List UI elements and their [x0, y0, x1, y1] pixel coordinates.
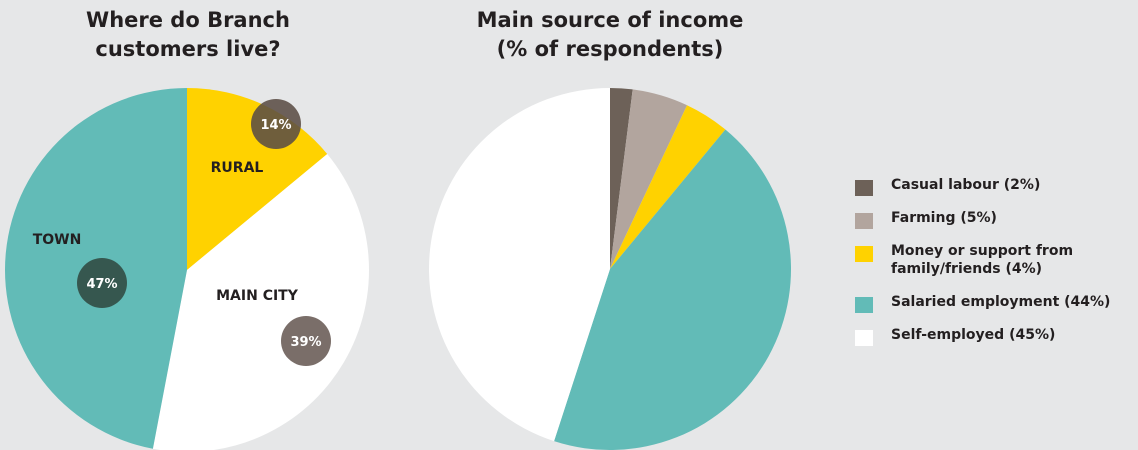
chart-title-income: Main source of income (% of respondents): [440, 6, 780, 64]
legend-label: Self-employed (45%): [891, 327, 1056, 343]
percent-badge-main-city: [281, 316, 331, 366]
percent-label-main-city: 39%: [290, 335, 321, 350]
legend-item-self-employed: Self-employed (45%): [855, 326, 1135, 346]
legend-label: Farming (5%): [891, 210, 997, 226]
chart-title-line: Where do Branch: [86, 8, 290, 32]
percent-label-town: 47%: [86, 277, 117, 292]
legend-swatch: [855, 330, 873, 346]
legend-item-casual-labour: Casual labour (2%): [855, 176, 1135, 196]
percent-label-rural: 14%: [260, 118, 291, 133]
percent-badge-town: [77, 258, 127, 308]
legend-swatch: [855, 297, 873, 313]
chart-title-residence: Where do Branch customers live?: [28, 6, 348, 64]
legend-swatch: [855, 213, 873, 229]
legend-label: Salaried employment (44%): [891, 294, 1111, 310]
legend-label-line: family/friends (4%): [891, 261, 1043, 277]
income-legend: Casual labour (2%) Farming (5%) Money or…: [855, 176, 1135, 359]
slice-label-town: TOWN: [33, 232, 82, 248]
legend-label: Money or support from family/friends (4%…: [891, 242, 1135, 278]
legend-label-line: Money or support from: [891, 243, 1074, 259]
slice-label-rural: RURAL: [211, 160, 264, 176]
chart-title-line: customers live?: [95, 37, 281, 61]
pie-slice-salaried-employment-44: [554, 129, 791, 450]
pie-slice-money-or-support-from-family-friends-4: [610, 105, 726, 269]
percent-badge-rural: [251, 99, 301, 149]
pie-slice-self-employed-45: [429, 88, 610, 442]
legend-item-farming: Farming (5%): [855, 209, 1135, 229]
legend-item-salaried: Salaried employment (44%): [855, 293, 1135, 313]
legend-swatch: [855, 246, 873, 262]
legend-label: Casual labour (2%): [891, 177, 1041, 193]
slice-label-main-city: MAIN CITY: [216, 288, 299, 304]
pie-slice-farming-5: [610, 89, 688, 269]
pie-slice-main-city: [152, 153, 369, 450]
pie-slice-casual-labour-2: [610, 88, 633, 269]
chart-title-line: (% of respondents): [496, 37, 724, 61]
legend-item-money-support: Money or support from family/friends (4%…: [855, 242, 1135, 278]
chart-title-line: Main source of income: [476, 8, 744, 32]
legend-swatch: [855, 180, 873, 196]
